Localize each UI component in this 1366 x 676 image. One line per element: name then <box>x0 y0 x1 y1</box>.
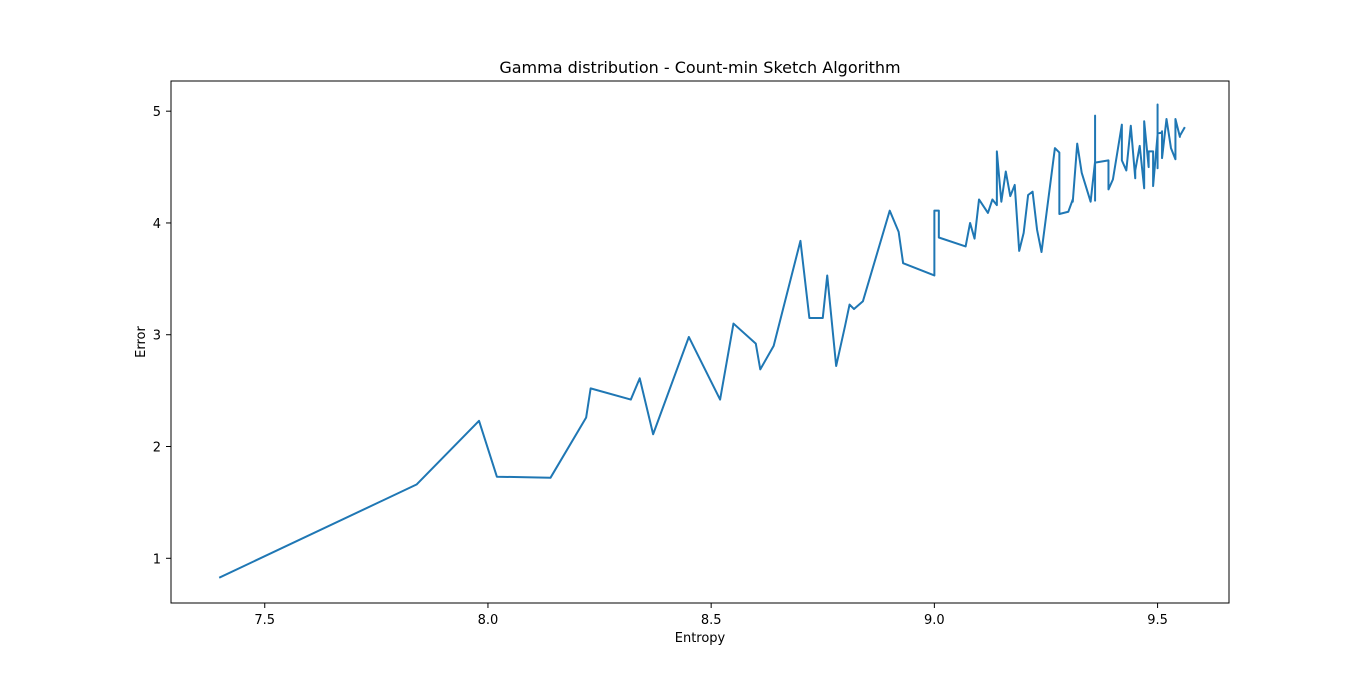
series-line <box>218 103 1186 579</box>
y-tick-label: 3 <box>153 329 161 344</box>
x-axis-label: Entropy <box>675 631 726 646</box>
x-axis-ticks: 7.5 8.0 8.5 9.0 9.5 <box>254 603 1168 628</box>
y-axis-ticks: 1 2 3 4 5 <box>153 105 171 567</box>
x-tick-label: 7.5 <box>254 613 275 628</box>
x-tick-label: 8.0 <box>478 613 499 628</box>
y-tick-label: 5 <box>153 105 161 120</box>
y-tick-label: 4 <box>153 217 161 232</box>
y-tick-label: 1 <box>153 552 161 567</box>
chart-title: Gamma distribution - Count-min Sketch Al… <box>499 58 900 77</box>
x-tick-label: 8.5 <box>701 613 722 628</box>
x-tick-label: 9.0 <box>924 613 945 628</box>
y-tick-label: 2 <box>153 441 161 456</box>
x-tick-label: 9.5 <box>1147 613 1168 628</box>
y-axis-label: Error <box>134 326 149 358</box>
plot-frame <box>170 80 1230 604</box>
